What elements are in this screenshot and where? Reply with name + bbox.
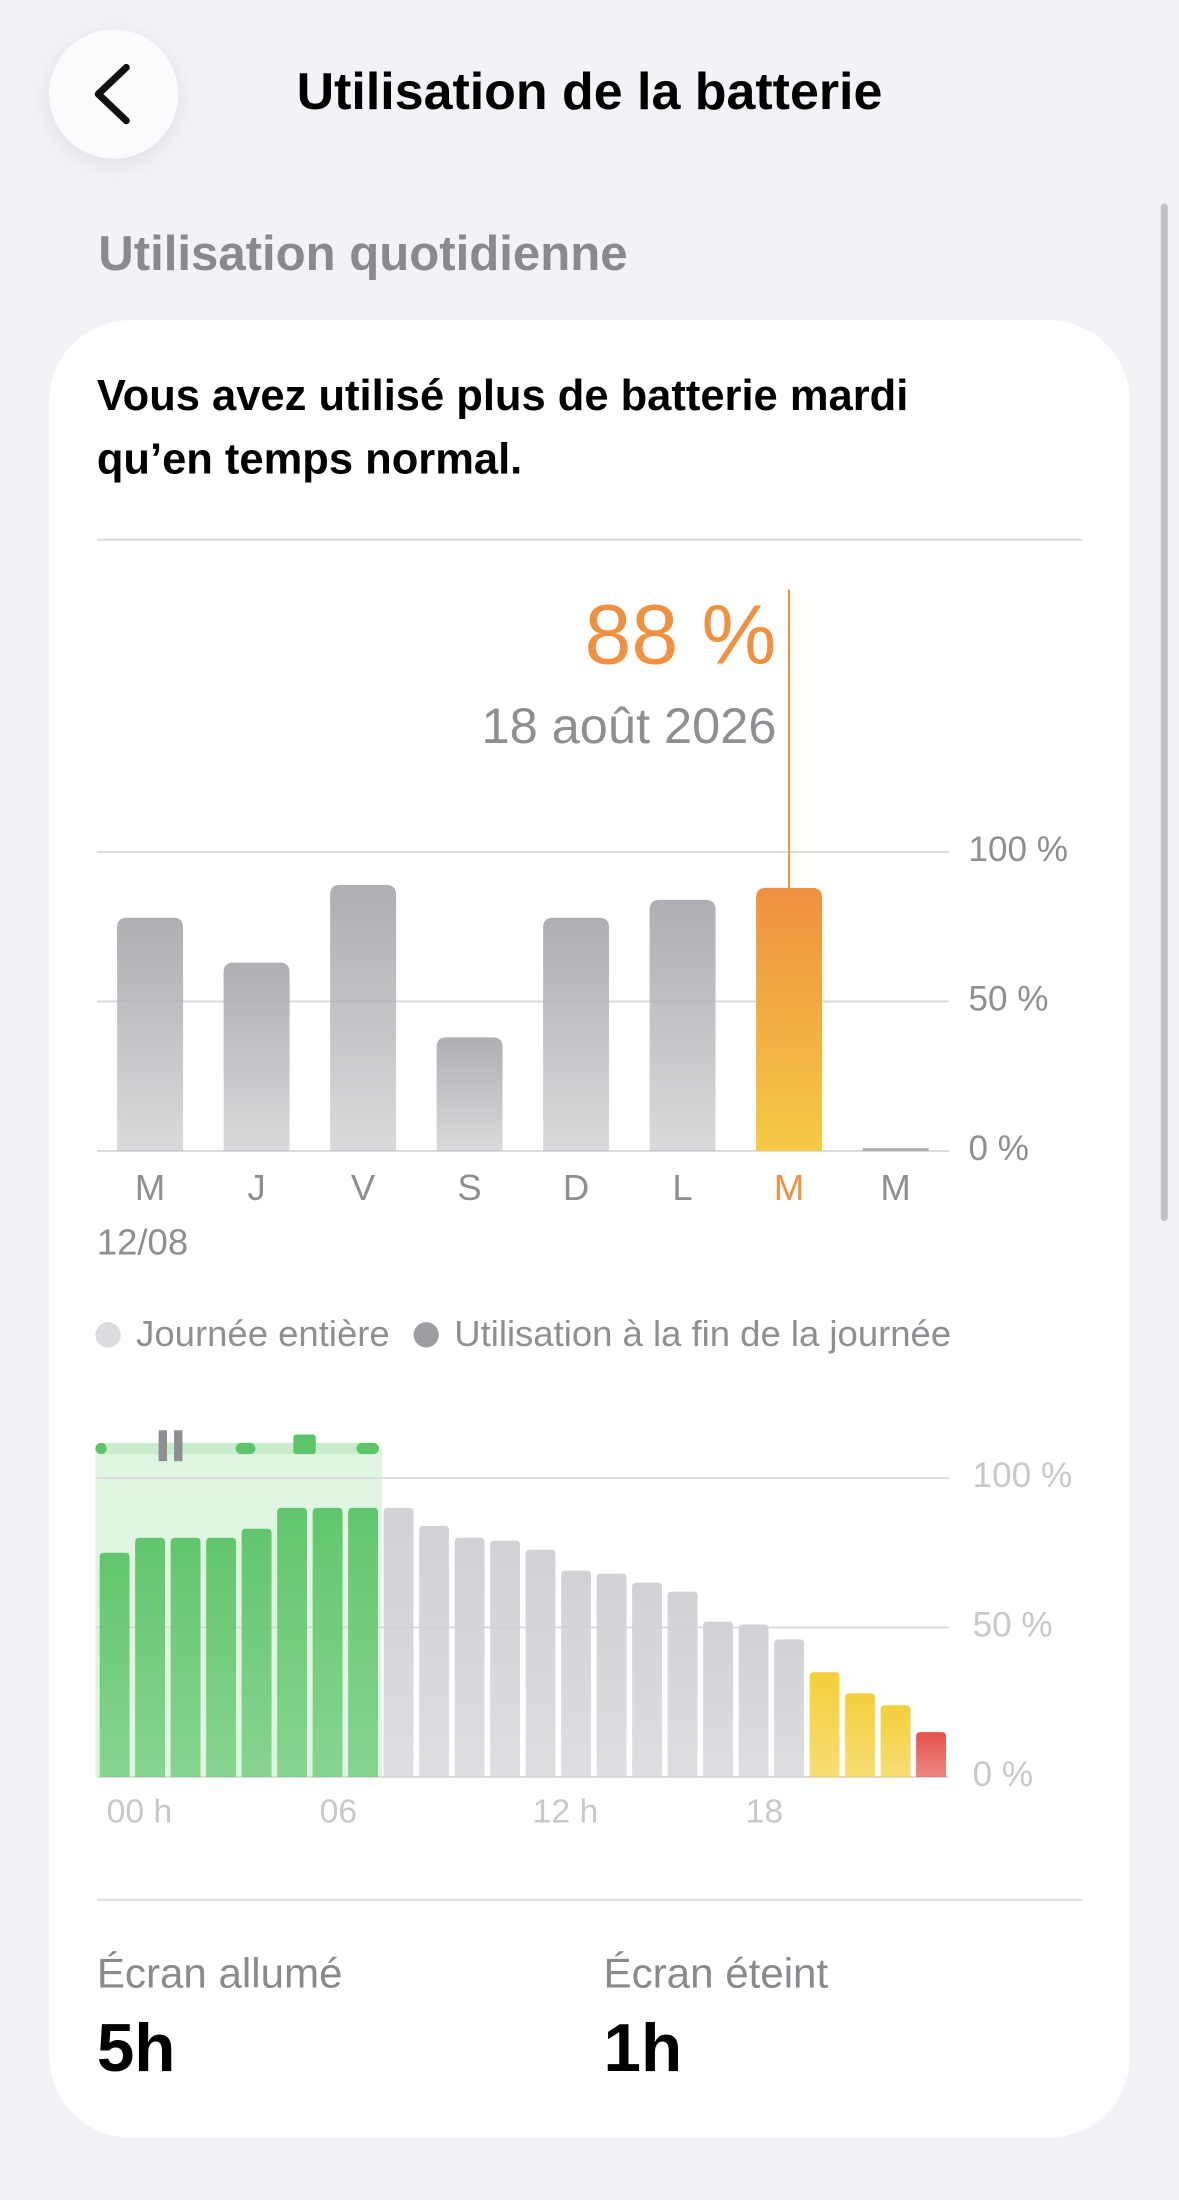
legend-label: Journée entière — [136, 1313, 390, 1354]
x-tick-label: 00 h — [107, 1793, 173, 1830]
x-tick-label: V — [351, 1167, 376, 1208]
x-tick-label: M — [774, 1167, 804, 1208]
page-title: Utilisation de la batterie — [297, 63, 883, 121]
bar — [312, 1507, 343, 1777]
x-tick-label: 12 h — [533, 1793, 599, 1830]
x-tick-label: 18 — [746, 1793, 783, 1830]
bar — [632, 1582, 663, 1777]
bar — [809, 1672, 840, 1777]
back-button-bg[interactable] — [49, 29, 179, 159]
back-button[interactable] — [49, 29, 179, 159]
bar — [277, 1507, 308, 1777]
charging-dot — [293, 1434, 316, 1455]
first-date: 12/08 — [97, 1222, 188, 1263]
bar — [223, 962, 290, 1151]
bar — [596, 1573, 627, 1777]
bar — [436, 1037, 503, 1151]
card-message: qu’en temps normal. — [97, 435, 522, 483]
scrollbar — [1160, 203, 1168, 1222]
bar — [774, 1639, 805, 1777]
bar — [99, 1552, 130, 1777]
y-tick-label: 50 % — [973, 1606, 1053, 1645]
x-tick-label: J — [247, 1167, 265, 1208]
bar — [561, 1570, 592, 1777]
y-tick-label: 50 % — [968, 980, 1048, 1019]
selected-date: 18 août 2026 — [481, 697, 776, 754]
bar — [738, 1624, 769, 1777]
x-tick-label: M — [880, 1167, 910, 1208]
bar — [845, 1693, 876, 1777]
bar — [170, 1537, 201, 1777]
stat-value: 5h — [97, 2011, 176, 2086]
bar — [117, 917, 184, 1151]
y-tick-label: 0 % — [973, 1755, 1033, 1794]
bar — [543, 917, 610, 1151]
x-tick-label: D — [563, 1167, 589, 1208]
bar — [454, 1537, 485, 1777]
legend-label: Utilisation à la fin de la journée — [454, 1313, 951, 1354]
bar — [206, 1537, 237, 1777]
stat-label: Écran allumé — [97, 1949, 343, 1996]
bar — [667, 1591, 698, 1777]
pause-icon — [158, 1430, 168, 1462]
x-tick-label: 06 — [320, 1793, 357, 1830]
bar — [703, 1621, 734, 1777]
legend-dot — [413, 1322, 439, 1348]
value-label: 88 % — [585, 588, 777, 682]
bar — [383, 1507, 414, 1777]
bar — [880, 1705, 911, 1777]
charging-dot — [95, 1442, 107, 1455]
bar — [756, 887, 823, 1151]
y-tick-label: 0 % — [968, 1129, 1028, 1168]
back-chevron[interactable] — [94, 63, 130, 125]
bar — [916, 1732, 947, 1777]
y-tick-label: 100 % — [973, 1456, 1072, 1495]
stat-label: Écran éteint — [604, 1949, 829, 1996]
bar — [330, 884, 397, 1151]
charging-dot — [235, 1442, 256, 1455]
bar — [419, 1525, 450, 1777]
legend-dot — [95, 1322, 121, 1348]
card-message: Vous avez utilisé plus de batterie mardi — [97, 372, 908, 420]
y-tick-label: 100 % — [968, 830, 1067, 869]
bar — [241, 1528, 272, 1777]
x-tick-label: L — [672, 1167, 692, 1208]
x-tick-label: S — [457, 1167, 481, 1208]
bar — [490, 1540, 521, 1777]
bar — [525, 1549, 556, 1777]
stat-value: 1h — [604, 2011, 683, 2086]
bar — [348, 1507, 379, 1777]
x-tick-label: M — [135, 1167, 165, 1208]
section-title: Utilisation quotidienne — [98, 227, 627, 281]
bar — [649, 899, 716, 1151]
pause-icon — [174, 1430, 183, 1462]
bar — [135, 1537, 166, 1777]
charging-dot — [356, 1442, 379, 1455]
